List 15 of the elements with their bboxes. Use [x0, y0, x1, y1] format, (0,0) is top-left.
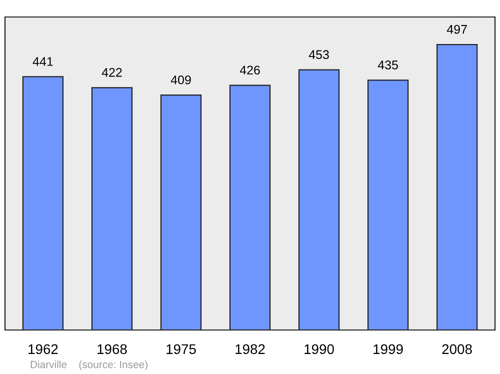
x-tick-label: 1999: [374, 344, 403, 354]
data-label: 497: [446, 24, 467, 34]
x-tick-label: 1982: [236, 344, 265, 354]
data-label: 453: [308, 50, 329, 60]
x-tick-label: 1968: [98, 344, 127, 354]
x-tick-label: 1975: [166, 344, 196, 354]
x-tick-label: 1990: [304, 344, 334, 354]
data-label: 441: [32, 57, 53, 66]
x-tick-label: 2008: [442, 344, 472, 354]
text: Diarville (source: Insee): [30, 360, 148, 370]
data-label: 435: [378, 60, 398, 70]
x-tick-label: 1962: [28, 344, 58, 354]
data-label: 409: [170, 75, 191, 84]
data-label: 426: [240, 66, 260, 75]
data-label: 422: [102, 68, 122, 77]
